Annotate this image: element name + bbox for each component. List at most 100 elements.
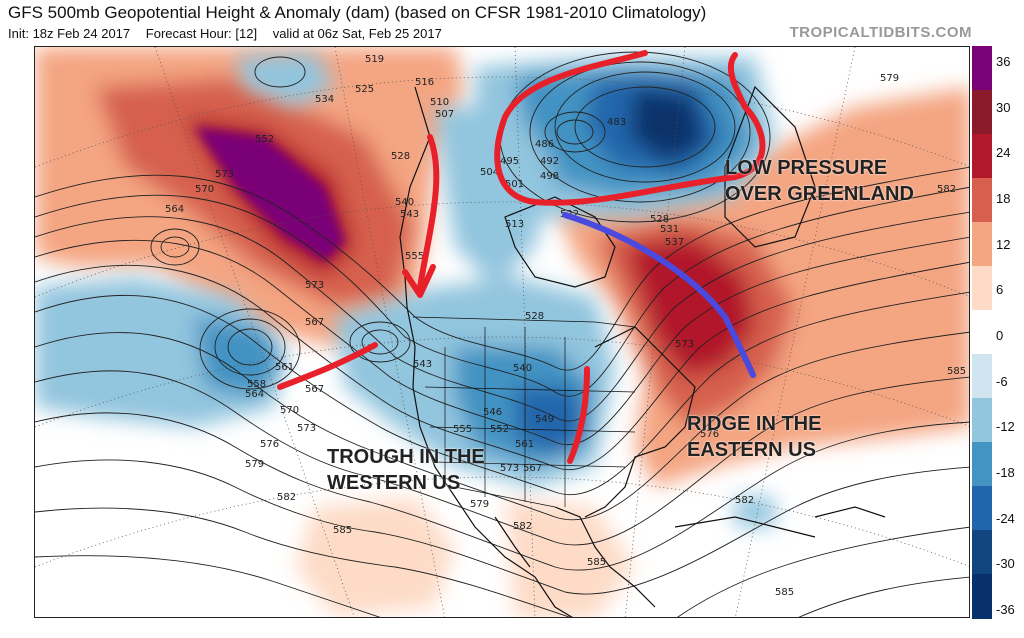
contour-label: 561 bbox=[275, 362, 294, 373]
contour-label: 525 bbox=[355, 84, 374, 95]
contour-label: 582 bbox=[937, 184, 956, 195]
contour-label: 519 bbox=[365, 54, 384, 65]
colorbar-tick-label: -36 bbox=[996, 602, 1015, 617]
contour-label: 483 bbox=[607, 117, 626, 128]
colorbar-tick-label: -24 bbox=[996, 510, 1015, 526]
colorbar-segment bbox=[972, 354, 992, 399]
map-title: GFS 500mb Geopotential Height & Anomaly … bbox=[8, 3, 707, 22]
height-contours bbox=[35, 51, 969, 617]
contour-label: 570 bbox=[280, 405, 299, 416]
contour-label: 573 bbox=[305, 280, 324, 291]
contour-label: 576 bbox=[260, 439, 279, 450]
contour-label: 579 bbox=[470, 499, 489, 510]
colorbar-tick-label: -18 bbox=[996, 465, 1015, 480]
contour-label: 567 bbox=[523, 463, 542, 474]
contour-label: 576 bbox=[700, 429, 719, 440]
contour-label: 570 bbox=[195, 184, 214, 195]
blue-ridge-mark bbox=[562, 212, 756, 378]
anomaly-colorbar bbox=[972, 46, 992, 619]
annotation-line: EASTERN US bbox=[687, 439, 816, 461]
contour-label: 486 bbox=[535, 139, 554, 150]
colorbar-segment bbox=[972, 442, 992, 487]
contour-label: 579 bbox=[880, 73, 899, 84]
contour-label: 585 bbox=[947, 366, 966, 377]
latlon-grid bbox=[35, 47, 969, 617]
annotation-west: TROUGH IN THE WESTERN US bbox=[327, 444, 485, 496]
colorbar-segment bbox=[972, 310, 992, 355]
map-panel: 519 516 510 507 534 525 528 540 543 552 … bbox=[34, 46, 970, 618]
contour-label: 534 bbox=[315, 94, 334, 105]
red-annotation-marks bbox=[277, 50, 766, 464]
colorbar-segment bbox=[972, 46, 992, 91]
colorbar-tick-label: 6 bbox=[996, 282, 1004, 298]
contour-label: 555 bbox=[453, 424, 472, 435]
contour-label: 567 bbox=[305, 317, 324, 328]
colorbar-tick-label: 24 bbox=[996, 145, 1011, 161]
valid-time: valid at 06z Sat, Feb 25 2017 bbox=[272, 26, 442, 41]
colorbar-segment bbox=[972, 574, 992, 619]
contour-label: 561 bbox=[515, 439, 534, 450]
contour-label: 552 bbox=[490, 424, 509, 435]
brand-watermark: TROPICALTIDBITS.COM bbox=[789, 24, 972, 41]
contour-label: 507 bbox=[435, 109, 454, 120]
contour-label: 546 bbox=[483, 407, 502, 418]
west-coast-arrow bbox=[417, 134, 440, 290]
borders bbox=[412, 316, 636, 508]
contour-label: 573 bbox=[675, 339, 694, 350]
contour-label: 528 bbox=[650, 214, 669, 225]
contour-label: 540 bbox=[513, 363, 532, 374]
colorbar-tick-label: 36 bbox=[996, 54, 1011, 69]
greenland-low-circle bbox=[494, 50, 766, 206]
colorbar-segment bbox=[972, 90, 992, 135]
colorbar-tick-label: -30 bbox=[996, 556, 1015, 572]
contour-label: 582 bbox=[513, 521, 532, 532]
colorbar-tick-label: -12 bbox=[996, 419, 1015, 435]
annotation-line: LOW PRESSURE bbox=[725, 157, 888, 179]
contour-label: 585 bbox=[775, 587, 794, 598]
colorbar-segment bbox=[972, 178, 992, 223]
contour-label: 582 bbox=[277, 492, 296, 503]
forecast-hour: Forecast Hour: [12] bbox=[145, 26, 258, 41]
map-subtitle: Init: 18z Feb 24 2017 Forecast Hour: [12… bbox=[8, 26, 454, 41]
colorbar-tick-label: 30 bbox=[996, 99, 1011, 115]
annotation-east: RIDGE IN THE EASTERN US bbox=[687, 411, 821, 463]
contour-label: 516 bbox=[415, 77, 434, 88]
contour-label: 504 bbox=[480, 167, 499, 178]
colorbar-tick-label: 12 bbox=[996, 236, 1011, 252]
colorbar-segment bbox=[972, 398, 992, 443]
west-coast-arrowhead bbox=[402, 264, 436, 298]
contour-label: 552 bbox=[255, 134, 274, 145]
eastern-trough-axis bbox=[567, 366, 590, 464]
contour-label: 567 bbox=[305, 384, 324, 395]
contour-label: 498 bbox=[540, 171, 559, 182]
contour-label: 573 bbox=[215, 169, 234, 180]
contour-label: 573 bbox=[500, 463, 519, 474]
contour-label: 564 bbox=[245, 389, 264, 400]
colorbar-segment bbox=[972, 266, 992, 311]
colorbar-tick-label: 0 bbox=[996, 328, 1004, 343]
contour-label: 492 bbox=[540, 156, 559, 167]
header: GFS 500mb Geopotential Height & Anomaly … bbox=[0, 0, 1024, 46]
annotation-line: RIDGE IN THE bbox=[687, 413, 822, 435]
contour-label: 495 bbox=[500, 156, 519, 167]
colorbar-segment bbox=[972, 222, 992, 267]
map-canvas: 519 516 510 507 534 525 528 540 543 552 … bbox=[35, 47, 969, 617]
contour-label: 585 bbox=[333, 525, 352, 536]
pacific-trough-axis bbox=[277, 342, 378, 390]
contour-label: 513 bbox=[505, 219, 524, 230]
contour-label: 555 bbox=[405, 251, 424, 262]
contour-label: 510 bbox=[430, 97, 449, 108]
contour-label: 528 bbox=[391, 151, 410, 162]
annotation-greenland: LOW PRESSURE OVER GREENLAND bbox=[725, 155, 914, 207]
contour-label: 549 bbox=[535, 414, 554, 425]
contour-label: 501 bbox=[505, 179, 524, 190]
contour-label: 573 bbox=[297, 423, 316, 434]
annotation-line: TROUGH IN THE bbox=[327, 446, 485, 468]
contour-label: 531 bbox=[660, 224, 679, 235]
colorbar-tick-label: 18 bbox=[996, 191, 1011, 206]
colorbar-segment bbox=[972, 530, 992, 575]
contour-label: 537 bbox=[665, 237, 684, 248]
contour-label: 543 bbox=[413, 359, 432, 370]
contour-label: 564 bbox=[165, 204, 184, 215]
contour-label: 558 bbox=[247, 379, 266, 390]
